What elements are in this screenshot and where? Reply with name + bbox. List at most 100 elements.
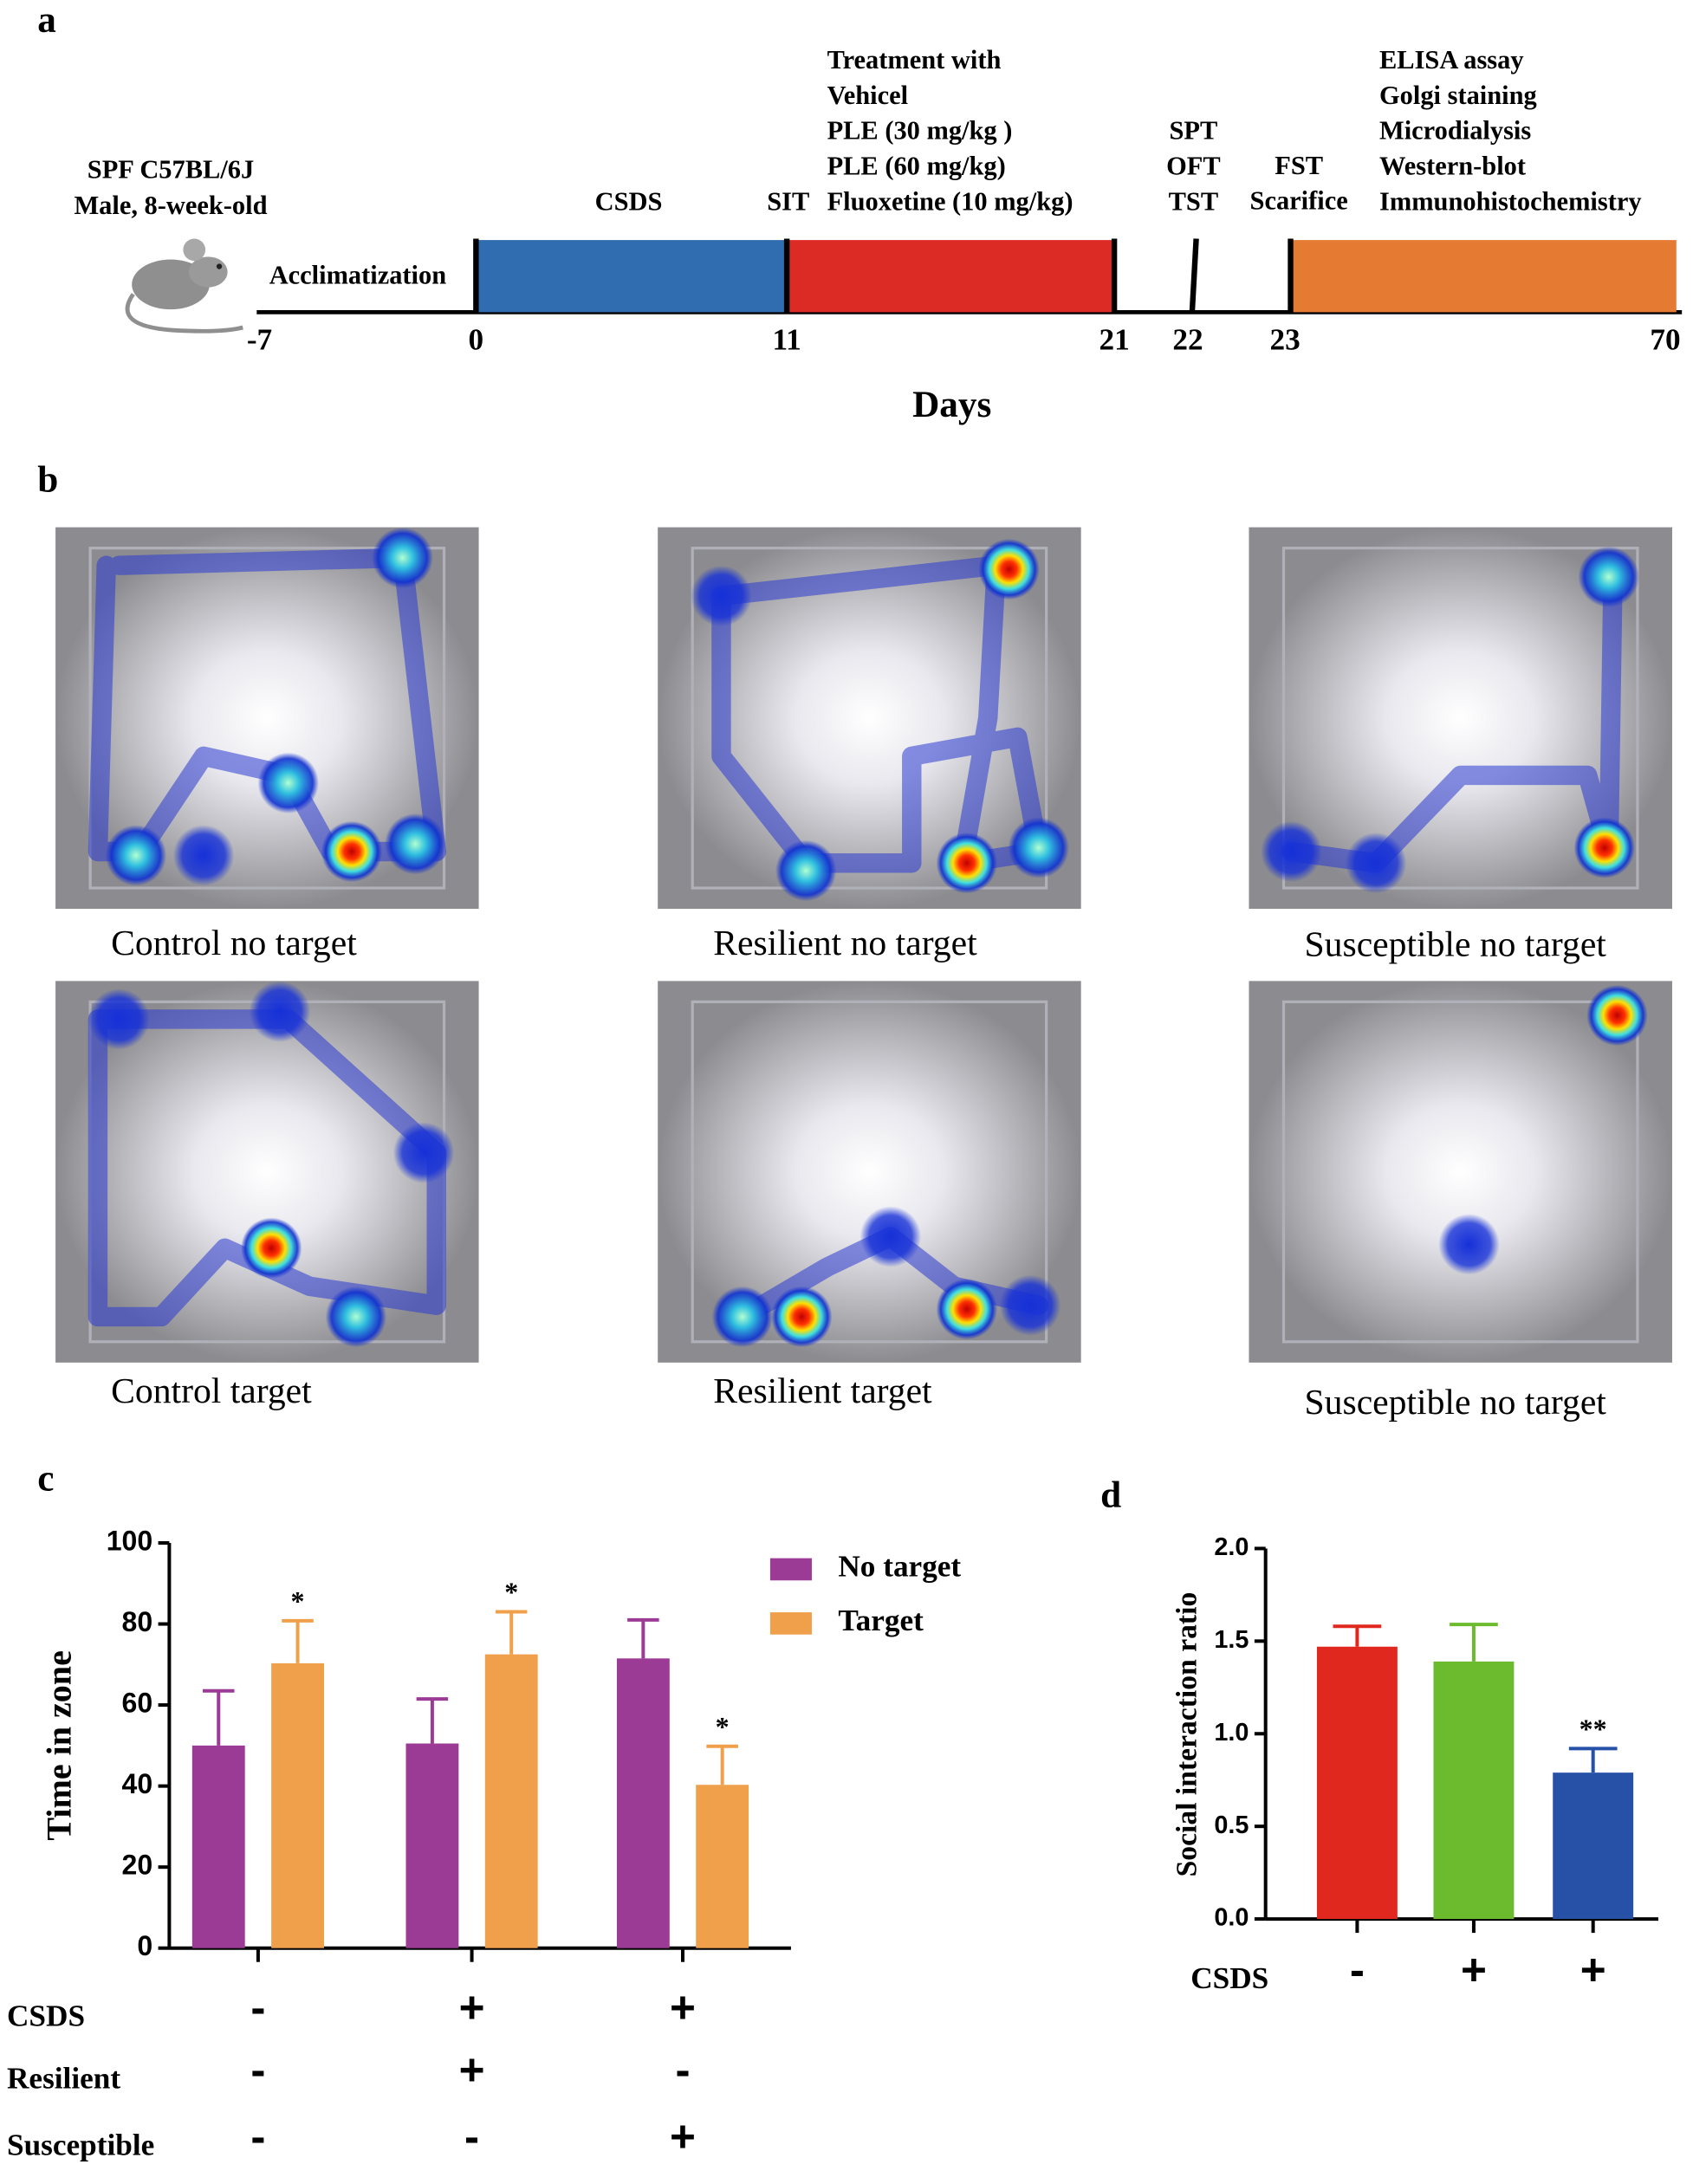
y-tick-label: 1.0 bbox=[1214, 1719, 1249, 1747]
y-tick-label: 0.5 bbox=[1214, 1811, 1249, 1839]
subject-label: SPF C57BL/6J bbox=[88, 155, 254, 185]
stage-label: Microdialysis bbox=[1379, 116, 1531, 146]
marker-label: SIT bbox=[767, 186, 809, 216]
heatmap-caption: Resilient target bbox=[713, 1371, 932, 1411]
hotspot bbox=[1438, 1214, 1500, 1275]
day-label: 23 bbox=[1270, 323, 1301, 357]
y-tick-label: 0 bbox=[137, 1930, 152, 1961]
panel-label: d bbox=[1100, 1474, 1121, 1516]
heatmap bbox=[1249, 981, 1672, 1363]
heatmap-caption: Resilient no target bbox=[713, 924, 977, 963]
stage-label: ELISA assay bbox=[1379, 45, 1524, 75]
bar bbox=[191, 1745, 245, 1948]
heatmap bbox=[658, 981, 1081, 1363]
y-tick-label: 100 bbox=[107, 1526, 152, 1557]
arena bbox=[1249, 981, 1672, 1363]
row-sign: + bbox=[459, 1982, 485, 2032]
hotspot bbox=[1586, 984, 1648, 1047]
row-sign: + bbox=[670, 1982, 696, 2032]
bar bbox=[1433, 1661, 1515, 1920]
hotspot bbox=[936, 1278, 998, 1340]
marker-line bbox=[1189, 238, 1199, 314]
panel-label: b bbox=[37, 458, 58, 500]
hotspot bbox=[711, 1286, 774, 1348]
hotspot bbox=[1345, 832, 1407, 894]
day-label: 21 bbox=[1099, 323, 1130, 357]
track bbox=[711, 555, 1049, 873]
arena-floor bbox=[1281, 1000, 1639, 1344]
hotspot bbox=[859, 1206, 922, 1267]
row-sign: - bbox=[250, 2045, 265, 2094]
row-label: CSDS bbox=[7, 1999, 85, 2032]
significance-label: * bbox=[291, 1585, 305, 1617]
day-label: 22 bbox=[1172, 323, 1203, 357]
stage-label: Fluoxetine (10 mg/kg) bbox=[827, 186, 1074, 216]
row-sign: + bbox=[459, 2045, 485, 2094]
significance-label: * bbox=[504, 1577, 518, 1608]
hotspot bbox=[1578, 546, 1639, 608]
heatmap bbox=[55, 981, 479, 1363]
arena-floor bbox=[691, 547, 1048, 890]
panel-label: c bbox=[37, 1457, 54, 1499]
stage-bar bbox=[1290, 240, 1677, 313]
hotspot bbox=[372, 527, 433, 589]
marker-label: SPT bbox=[1170, 116, 1218, 146]
stage-label: CSDS bbox=[595, 186, 663, 216]
hotspot bbox=[775, 839, 837, 902]
arena-floor bbox=[691, 1000, 1048, 1344]
y-axis-title: Social interaction ratio bbox=[1171, 1592, 1203, 1877]
bar bbox=[1316, 1646, 1398, 1920]
row-sign: - bbox=[675, 2045, 690, 2094]
axis-title: Days bbox=[912, 384, 991, 425]
hotspot bbox=[257, 752, 319, 813]
heatmap bbox=[55, 527, 479, 910]
hotspot bbox=[936, 832, 998, 894]
bar bbox=[616, 1658, 670, 1948]
mouse-icon bbox=[125, 238, 243, 334]
marker-label: OFT bbox=[1166, 152, 1221, 181]
phase-label: Acclimatization bbox=[269, 260, 447, 289]
marker-label: TST bbox=[1169, 186, 1219, 216]
legend-label: Target bbox=[838, 1604, 924, 1637]
row-sign: + bbox=[1461, 1945, 1487, 1994]
row-sign: - bbox=[250, 1982, 265, 2032]
heatmap-caption: Susceptible no target bbox=[1305, 924, 1607, 964]
row-sign: - bbox=[1350, 1945, 1365, 1994]
hotspot bbox=[321, 820, 383, 883]
day-label: -7 bbox=[247, 323, 272, 357]
stage-label: PLE (30 mg/kg ) bbox=[827, 116, 1013, 146]
hotspot bbox=[1008, 817, 1070, 878]
y-tick-label: 0.0 bbox=[1214, 1904, 1249, 1932]
hotspot bbox=[249, 981, 311, 1042]
heatmap bbox=[658, 527, 1081, 910]
day-label: 0 bbox=[469, 323, 484, 357]
row-sign: - bbox=[464, 2111, 479, 2161]
row-label: Resilient bbox=[7, 2062, 120, 2096]
stage-label: Golgi staining bbox=[1379, 81, 1537, 110]
arena-floor bbox=[88, 547, 446, 890]
hotspot bbox=[88, 988, 150, 1050]
hotspot bbox=[172, 825, 235, 886]
row-sign: + bbox=[1580, 1945, 1606, 1994]
panel-label: a bbox=[37, 0, 56, 41]
hotspot bbox=[240, 1217, 302, 1279]
hotspot bbox=[691, 565, 752, 627]
significance-label: * bbox=[716, 1711, 730, 1742]
stage-label: Western-blot bbox=[1379, 152, 1526, 181]
bar bbox=[1553, 1772, 1634, 1920]
heatmap-caption: Control no target bbox=[111, 924, 357, 963]
hotspot bbox=[105, 825, 167, 886]
hotspot bbox=[1573, 817, 1636, 878]
legend-swatch bbox=[769, 1558, 812, 1581]
y-tick-label: 2.0 bbox=[1214, 1533, 1249, 1561]
legend-swatch bbox=[769, 1612, 812, 1635]
row-label: Susceptible bbox=[7, 2128, 154, 2161]
significance-label: ** bbox=[1579, 1713, 1607, 1744]
marker-label: Scarifice bbox=[1250, 186, 1348, 216]
y-axis-title: Time in zone bbox=[39, 1650, 78, 1840]
row-label: CSDS bbox=[1190, 1961, 1268, 1995]
row-sign: + bbox=[670, 2111, 696, 2161]
stage-label: Treatment with bbox=[827, 45, 1002, 75]
bar bbox=[405, 1743, 459, 1948]
